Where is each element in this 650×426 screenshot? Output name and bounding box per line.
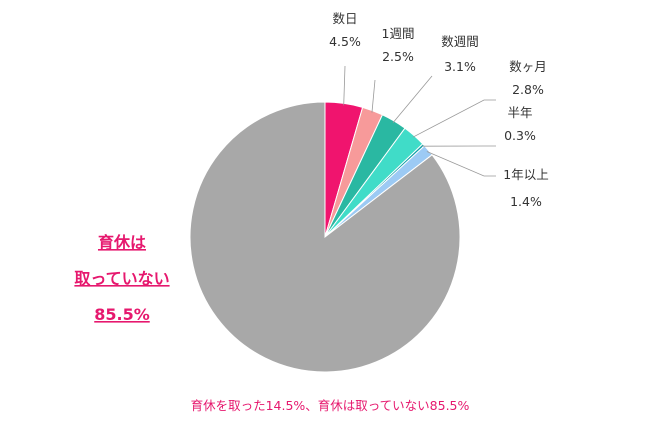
slice-value-2: 2.5% (382, 49, 414, 64)
chart-footnote: 育休を取った14.5%、育休は取っていない85.5% (191, 398, 470, 413)
slice-value-1: 4.5% (329, 34, 361, 49)
slice-label-7-line-2: 取っていない (74, 269, 169, 288)
slice-value-7: 85.5% (94, 305, 150, 324)
slice-value-6: 1.4% (510, 194, 542, 209)
slice-label-7-line-1: 育休は (98, 233, 146, 252)
slice-value-3: 3.1% (444, 59, 476, 74)
slice-value-4: 2.8% (512, 82, 544, 97)
slice-label-4: 数ヶ月 (509, 59, 547, 74)
leader-line-4 (412, 99, 496, 138)
leader-line-1 (343, 65, 346, 106)
pie-slice-7 (189, 101, 461, 373)
leader-line-3 (392, 75, 433, 123)
slice-label-5: 半年 (507, 105, 532, 120)
slice-label-3: 数週間 (441, 34, 479, 49)
slice-label-1: 数日 (332, 11, 357, 26)
leader-lines (343, 65, 496, 177)
slice-value-5: 0.3% (504, 128, 536, 143)
pie-slices (189, 101, 461, 373)
leader-line-6 (426, 151, 496, 177)
leader-line-2 (371, 79, 376, 113)
slice-label-2: 1週間 (382, 26, 415, 41)
slice-label-6: 1年以上 (503, 167, 548, 182)
